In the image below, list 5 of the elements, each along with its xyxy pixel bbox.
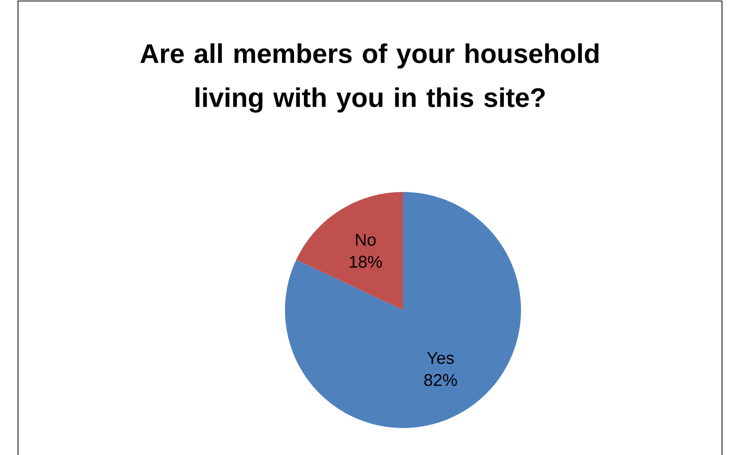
slice-label: No (356, 234, 376, 246)
data-label: 82% (424, 374, 457, 386)
slice-label: Yes (427, 352, 454, 364)
chart-title: Are all members of your household living with you in this site? (140, 43, 598, 113)
data-label: 18% (350, 256, 382, 268)
